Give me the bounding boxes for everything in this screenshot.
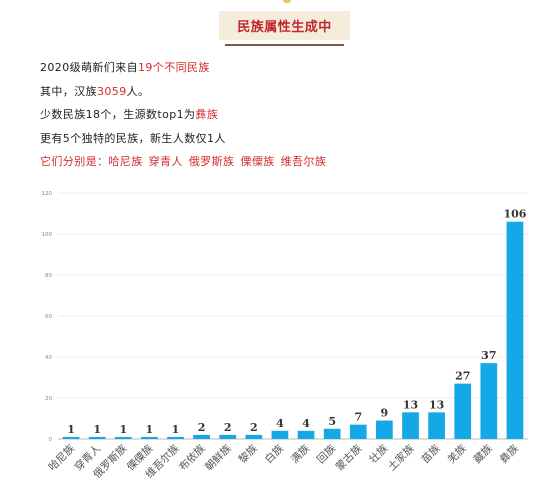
- y-tick-label: 100: [42, 232, 53, 238]
- bar: [480, 363, 498, 439]
- bar: [402, 412, 419, 439]
- bar: [88, 436, 106, 439]
- intro-line-1-highlight: 19个不同民族: [138, 61, 210, 74]
- y-tick-label: 20: [45, 396, 52, 402]
- bar-value-label: 1: [93, 423, 101, 436]
- x-tick-label: 苗族: [419, 442, 443, 466]
- x-tick-label: 蒙古族: [333, 442, 365, 474]
- bar-value-label: 9: [381, 407, 389, 420]
- unique-minority-item: 维吾尔族: [280, 155, 327, 168]
- x-tick-label: 哈尼族: [46, 442, 78, 474]
- bar: [376, 420, 393, 439]
- bar: [297, 430, 315, 439]
- y-tick-label: 40: [45, 355, 52, 361]
- x-tick-label: 藏族: [471, 442, 495, 466]
- intro-line-4: 更有5个独特的民族，新生人数仅1人: [40, 127, 520, 151]
- intro-line-5-prefix: 它们分别是：: [40, 155, 109, 168]
- x-tick-label: 土家族: [385, 442, 417, 474]
- bar-value-label: 2: [198, 421, 206, 434]
- intro-line-2-highlight: 3059: [97, 84, 127, 98]
- intro-line-2: 其中，汉族3059人。: [40, 80, 520, 104]
- bar-value-label: 37: [481, 349, 496, 362]
- bar: [245, 434, 263, 439]
- bar-value-label: 1: [119, 423, 127, 436]
- intro-line-1: 2020级萌新们来自19个不同民族: [40, 56, 520, 80]
- top-decoration: [0, 0, 554, 3]
- bar-value-label: 4: [302, 417, 310, 430]
- x-tick-label: 满族: [288, 442, 312, 466]
- intro-line-4-text: 更有5个独特的民族，新生人数仅1人: [40, 131, 226, 145]
- bar: [271, 430, 289, 439]
- page-title-box: 民族属性生成中: [219, 11, 350, 40]
- top-decoration-dot: [283, 0, 291, 3]
- bar-value-label: 1: [146, 423, 154, 436]
- intro-line-3: 少数民族18个，生源数top1为彝族: [40, 103, 520, 127]
- bar: [506, 221, 524, 439]
- page-title: 民族属性生成中: [237, 20, 332, 35]
- bar-value-label: 1: [67, 423, 75, 436]
- x-tick-label: 朝鲜族: [202, 442, 234, 474]
- intro-line-3-highlight: 彝族: [195, 108, 219, 121]
- bar-value-label: 27: [455, 370, 470, 383]
- unique-minority-item: 穿青人: [148, 155, 183, 168]
- unique-minority-item: 俄罗斯族: [188, 155, 235, 168]
- x-tick-label: 羌族: [445, 442, 469, 466]
- bar-value-label: 1: [172, 423, 180, 436]
- bar: [193, 434, 210, 439]
- bar-value-label: 106: [503, 208, 526, 221]
- x-tick-label: 布依族: [176, 442, 208, 474]
- bar: [141, 436, 158, 439]
- bar: [428, 412, 445, 439]
- x-tick-label: 白族: [262, 442, 286, 466]
- x-tick-label: 彝族: [497, 442, 521, 466]
- intro-line-2-prefix: 其中，汉族: [40, 84, 97, 98]
- y-tick-label: 80: [45, 273, 52, 279]
- bar-value-label: 4: [276, 417, 284, 430]
- bar: [454, 383, 472, 439]
- bar-value-label: 5: [328, 415, 336, 428]
- bar-value-label: 2: [250, 421, 258, 434]
- bar-value-label: 13: [429, 398, 444, 411]
- bar-value-label: 13: [403, 398, 418, 411]
- bar: [349, 424, 367, 439]
- y-tick-label: 60: [45, 314, 52, 320]
- bar: [219, 434, 237, 439]
- intro-line-1-prefix: 2020级萌新们来自: [40, 61, 138, 74]
- bar: [62, 436, 80, 439]
- intro-text: 2020级萌新们来自19个不同民族 其中，汉族3059人。 少数民族18个，生源…: [40, 56, 520, 174]
- bar: [323, 428, 341, 439]
- bar: [114, 436, 132, 439]
- unique-minority-item: 哈尼族: [108, 155, 143, 168]
- y-tick-label: 0: [49, 437, 53, 443]
- intro-line-5: 它们分别是：哈尼族 穿青人 俄罗斯族 傈僳族 维吾尔族: [40, 150, 520, 174]
- y-tick-label: 120: [42, 191, 53, 197]
- intro-line-2-suffix: 人。: [126, 84, 150, 98]
- bar-value-label: 2: [224, 421, 232, 434]
- intro-line-3-prefix: 少数民族18个，生源数top1为: [40, 108, 196, 121]
- bar: [167, 436, 184, 439]
- x-tick-label: 黎族: [236, 442, 260, 466]
- unique-minority-item: 傈僳族: [240, 155, 275, 168]
- title-underline: [225, 44, 344, 46]
- bar-value-label: 7: [354, 411, 362, 424]
- ethnicity-bar-chart: 0204060801001201哈尼族1穿青人1俄罗斯族1傈僳族1维吾尔族2布依…: [42, 191, 528, 481]
